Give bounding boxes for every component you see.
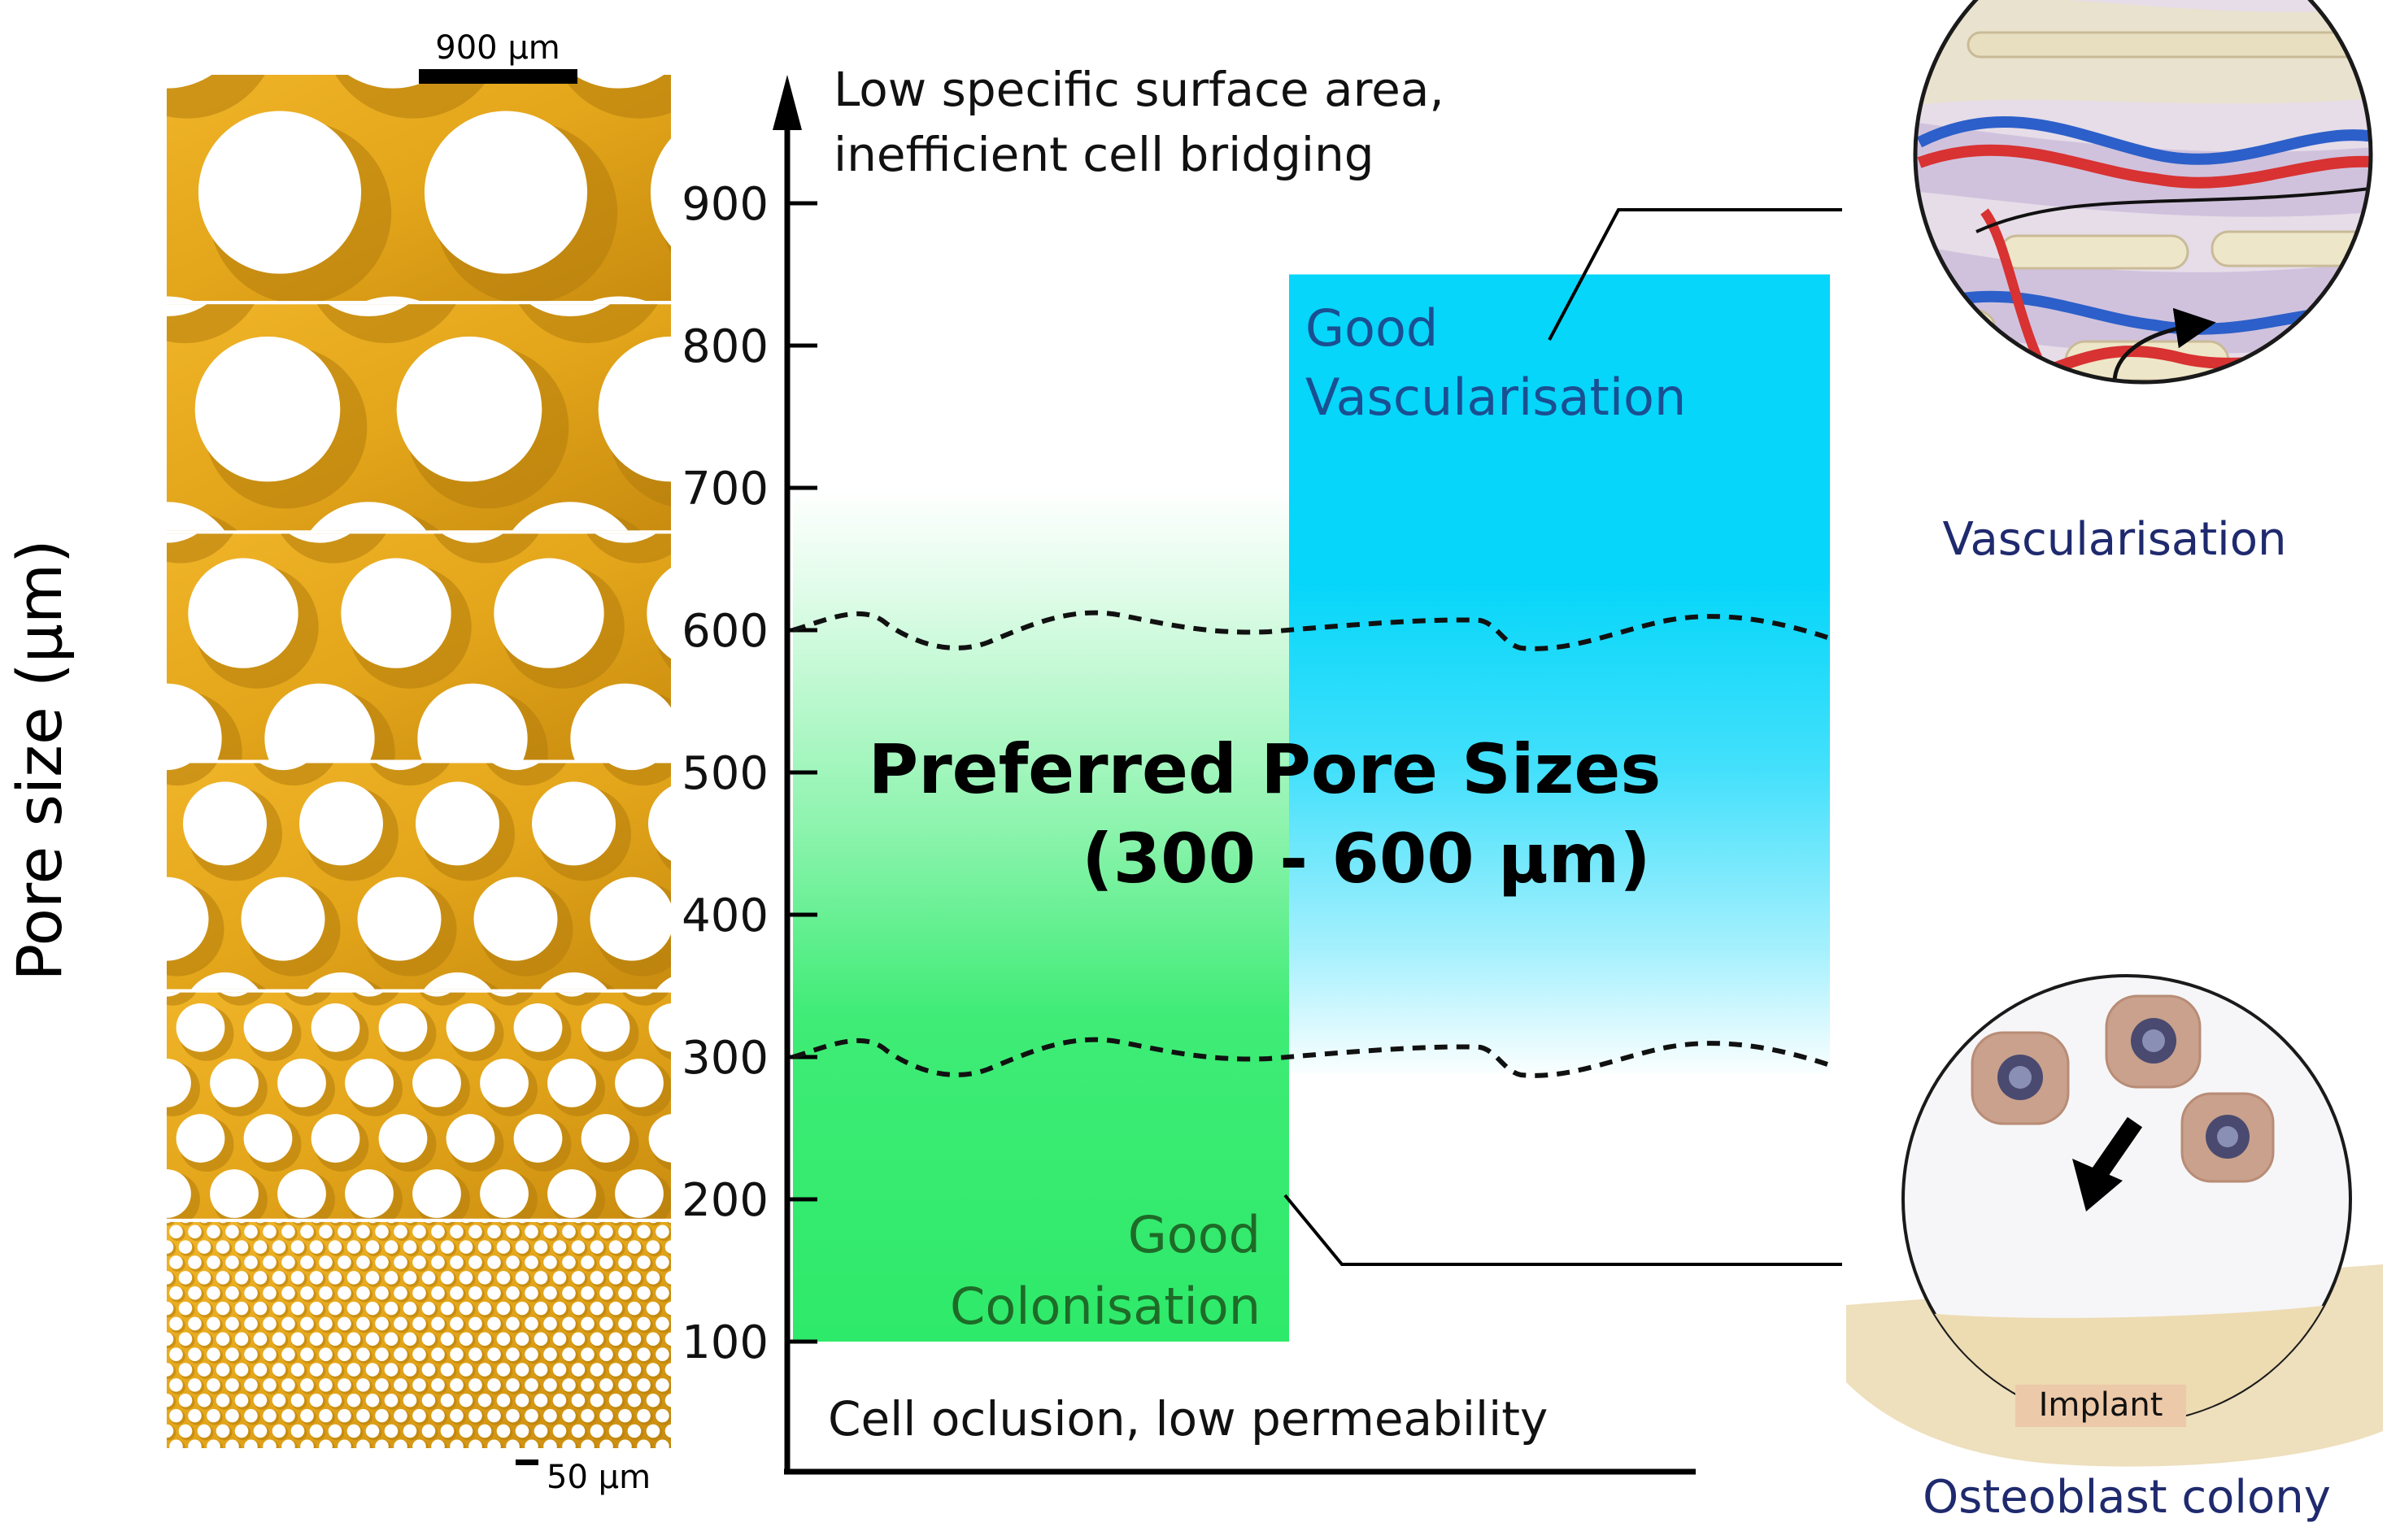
y-tick-label-800: 800: [682, 320, 769, 373]
scaffold-panel-600: [167, 533, 671, 760]
y-tick-label-400: 400: [682, 890, 769, 942]
osteoblast-cell: [1971, 1031, 2070, 1125]
preferred-range: (300 - 600 µm): [1082, 819, 1650, 898]
y-tick-label-200: 200: [682, 1174, 769, 1227]
scaffold-panel-900: [167, 75, 671, 302]
vasc-leader-line: [1548, 208, 1842, 341]
osteoblast-cell: [2105, 994, 2202, 1089]
implant-label: Implant: [2039, 1386, 2163, 1424]
vasc-zone-label-line1: Good: [1305, 298, 1438, 358]
vascularisation-inset: [1913, 0, 2373, 385]
y-tick-label-500: 500: [682, 747, 769, 800]
preferred-title: Preferred Pore Sizes: [869, 729, 1662, 809]
y-axis-title: Pore size (µm): [3, 539, 76, 981]
y-tick-label-300: 300: [682, 1032, 769, 1085]
scalebar-top: [419, 69, 577, 84]
colon-zone-label-line1: Good: [1128, 1205, 1261, 1264]
scaffold-panel-50: [167, 1221, 671, 1449]
scalebar-top-label: 900 µm: [435, 29, 560, 67]
top-note-line1: Low specific surface area,: [834, 62, 1444, 117]
y-axis-ticks: 900 800 700 600 500 400 300 200 100: [682, 178, 817, 1369]
migration-arrow-icon: [2072, 1159, 2123, 1212]
y-tick-label-700: 700: [682, 463, 769, 516]
colonisation-zone: [793, 488, 1289, 1342]
y-tick-label-900: 900: [682, 178, 769, 231]
scaffold-panels: [167, 75, 671, 1449]
y-axis-arrowhead: [773, 75, 802, 130]
y-tick-label-600: 600: [682, 605, 769, 658]
colony-leader-line: [1283, 1194, 1842, 1266]
scaffold-panel-250: [167, 992, 671, 1219]
implant-label-bg: [2015, 1385, 2186, 1427]
bottom-note: Cell oclusion, low permeability: [828, 1391, 1548, 1446]
colon-zone-label-line2: Colonisation: [950, 1277, 1261, 1336]
top-note-line2: inefficient cell bridging: [834, 127, 1374, 182]
osteoblast-cell: [2180, 1092, 2275, 1183]
osteoblast-colony-inset: Implant: [1846, 974, 2383, 1467]
vasc-inset-caption: Vascularisation: [1943, 513, 2287, 566]
scaffold-panel-450: [167, 763, 671, 990]
scalebar-bottom-label: 50 µm: [547, 1459, 651, 1496]
vascularisation-zone: [1289, 274, 1830, 1073]
colony-inset-caption: Osteoblast colony: [1923, 1471, 2331, 1524]
y-tick-label-100: 100: [682, 1316, 769, 1369]
scaffold-panel-800: [167, 304, 671, 531]
scalebar-bottom: [516, 1460, 538, 1465]
vasc-zone-label-line2: Vascularisation: [1305, 368, 1686, 427]
